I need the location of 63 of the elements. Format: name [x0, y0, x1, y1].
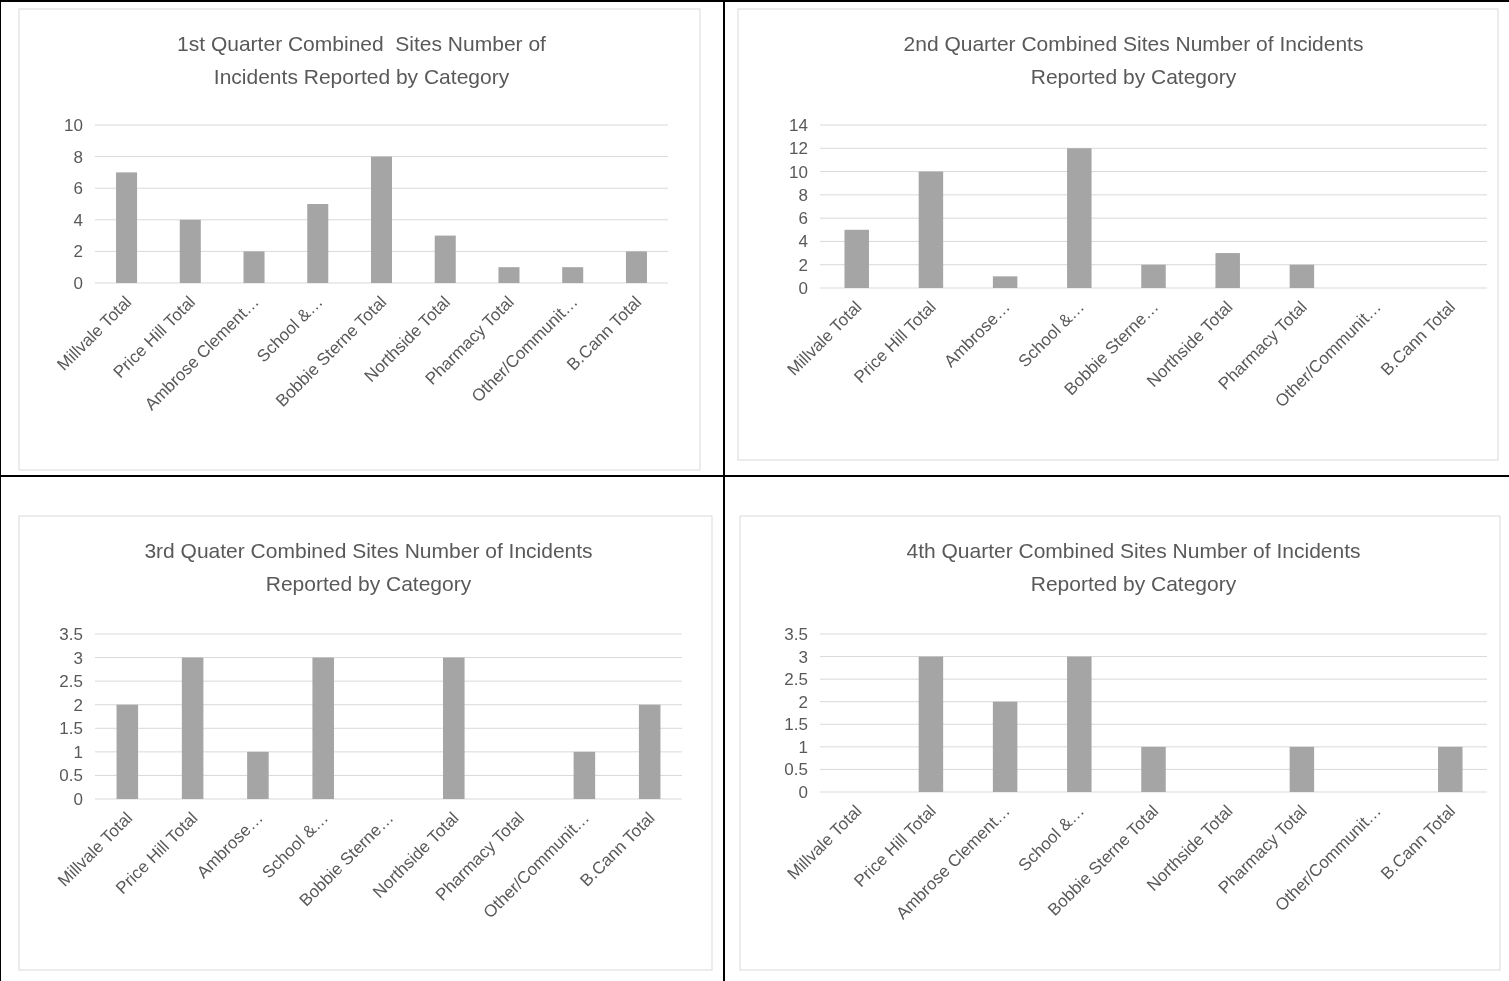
bar	[1141, 264, 1166, 288]
bar	[918, 171, 944, 288]
y-tick-label: 2	[798, 255, 808, 275]
bar	[562, 267, 584, 283]
bar	[638, 704, 661, 799]
bar	[844, 229, 869, 288]
y-tick-label: 0	[73, 273, 83, 293]
y-tick-label: 3.5	[59, 624, 83, 644]
bar	[992, 276, 1018, 288]
y-tick-label: 2	[798, 692, 808, 712]
y-tick-label: 0.5	[784, 760, 808, 780]
y-tick-label: 1.5	[784, 715, 808, 735]
y-tick-label: 0	[798, 782, 808, 802]
bar	[307, 204, 329, 283]
bar	[1438, 746, 1463, 792]
bar	[443, 657, 465, 799]
y-tick-label: 3	[73, 648, 83, 668]
bar	[1215, 253, 1240, 288]
bar	[1289, 264, 1315, 288]
bar	[179, 219, 201, 283]
bar	[498, 267, 520, 283]
chart-title: 2nd Quarter Combined Sites Number of Incidents Reported by Category	[903, 32, 1364, 88]
bar	[992, 701, 1018, 792]
bar	[434, 235, 456, 283]
y-tick-label: 6	[73, 179, 83, 199]
y-tick-label: 2	[73, 242, 83, 262]
bar	[1067, 148, 1092, 288]
bar	[573, 751, 596, 799]
y-tick-label: 3	[798, 647, 808, 667]
bar	[312, 657, 334, 799]
y-tick-label: 0	[798, 278, 808, 298]
y-tick-label: 8	[73, 147, 83, 167]
bar	[116, 704, 139, 799]
y-tick-label: 10	[64, 115, 83, 135]
y-tick-label: 14	[789, 115, 808, 135]
bar	[247, 751, 269, 799]
y-tick-label: 4	[73, 210, 83, 230]
y-tick-label: 6	[798, 209, 808, 229]
y-tick-label: 10	[789, 162, 808, 182]
y-tick-label: 1	[73, 742, 83, 762]
y-tick-label: 2	[73, 695, 83, 715]
bar	[181, 657, 204, 799]
y-tick-label: 0	[73, 789, 83, 809]
bar	[370, 156, 393, 283]
y-tick-label: 2.5	[59, 672, 83, 692]
y-tick-label: 3.5	[784, 624, 808, 644]
y-tick-label: 0.5	[59, 766, 83, 786]
bar	[1289, 746, 1315, 792]
bar	[1067, 656, 1092, 792]
chart-title: 4th Quarter Combined Sites Number of Incidents Reported by Category	[906, 539, 1361, 595]
chart-title: 3rd Quater Combined Sites Number of Incidents Reported by Category	[144, 539, 593, 595]
bar	[918, 656, 944, 792]
bar	[1141, 746, 1166, 792]
bar	[116, 172, 138, 283]
bar	[625, 251, 647, 283]
y-tick-label: 2.5	[784, 670, 808, 690]
y-tick-label: 1	[798, 737, 808, 757]
y-tick-label: 12	[789, 139, 808, 159]
chart-title: 1st Quarter Combined Sites Number of Incidents Reported by Category	[177, 32, 547, 88]
y-tick-label: 8	[798, 185, 808, 205]
y-tick-label: 1.5	[59, 719, 83, 739]
y-tick-label: 4	[798, 232, 808, 252]
bar	[243, 251, 265, 283]
